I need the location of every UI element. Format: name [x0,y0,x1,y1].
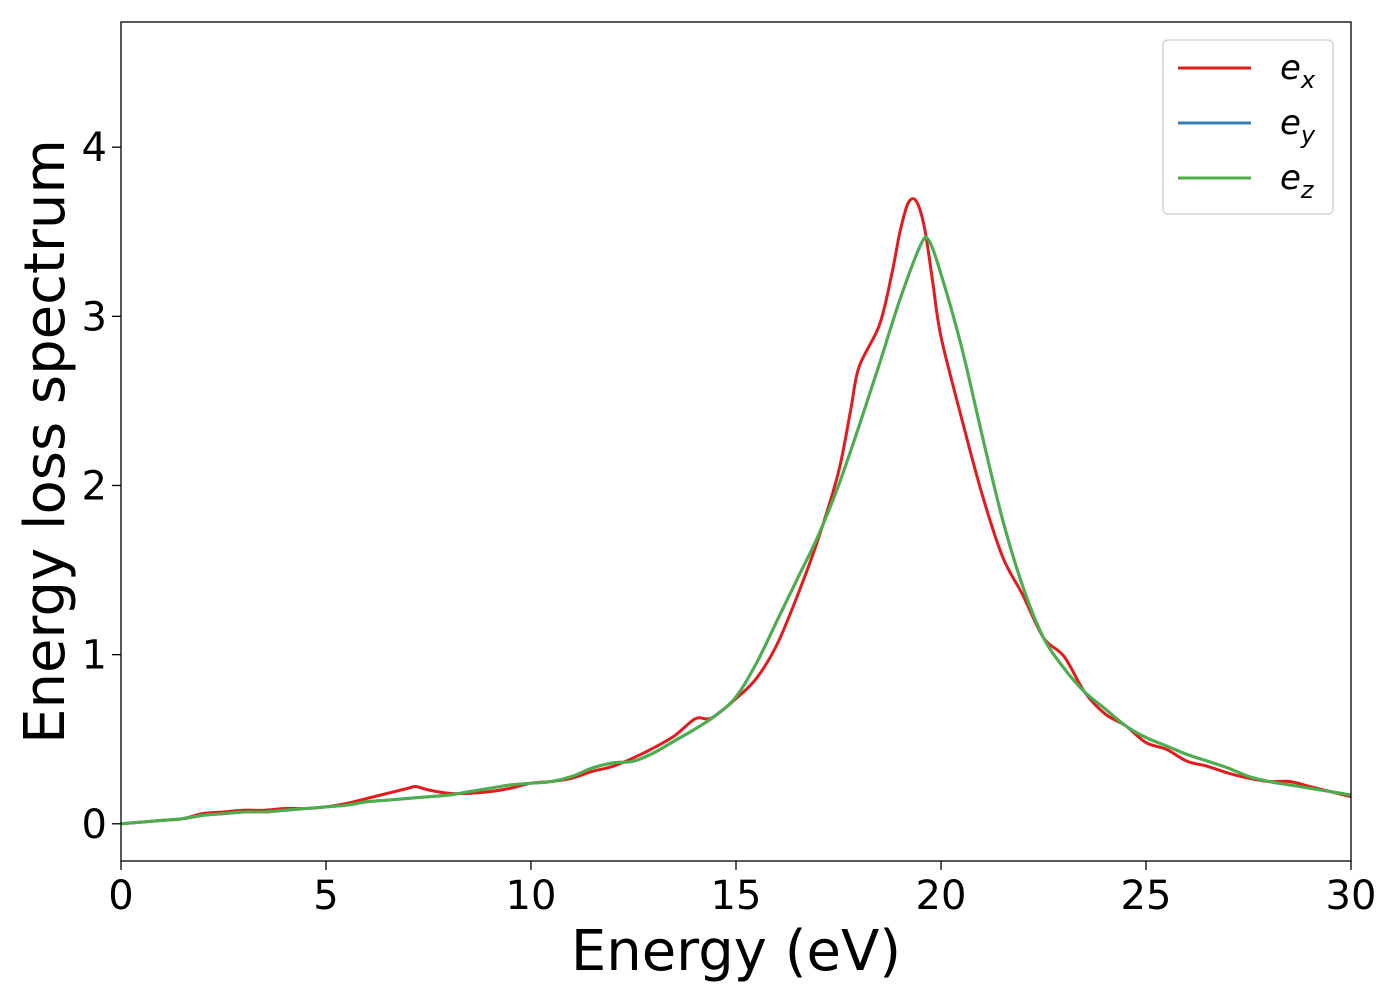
y-axis-ticks: 0 1 2 3 4 [82,125,121,848]
y-axis-label: Energy loss spectrum [13,139,78,744]
legend: ex ey ez [1162,39,1334,215]
x-axis-ticks: 0 5 10 15 20 25 30 [108,861,1376,919]
y-tick-label: 2 [82,463,107,509]
legend-label-x: ex [1280,48,1316,94]
series-line-y [121,235,1351,826]
x-tick-label: 5 [313,873,338,919]
x-tick-label: 15 [711,873,762,919]
y-tick-label: 0 [82,802,107,848]
legend-label-y: ey [1280,103,1316,149]
x-axis-label: Energy (eV) [571,919,901,984]
y-tick-label: 3 [82,294,107,340]
legend-label-z: ez [1280,158,1315,204]
y-tick-label: 1 [82,633,107,679]
x-tick-label: 25 [1121,873,1172,919]
series-line-z [121,235,1351,826]
y-tick-label: 4 [82,125,107,171]
x-tick-label: 0 [108,873,133,919]
x-tick-label: 10 [506,873,557,919]
series-line-x [121,197,1351,826]
legend-box [1162,39,1334,215]
x-tick-label: 30 [1326,873,1377,919]
plot-layer [121,197,1351,826]
x-tick-label: 20 [916,873,967,919]
